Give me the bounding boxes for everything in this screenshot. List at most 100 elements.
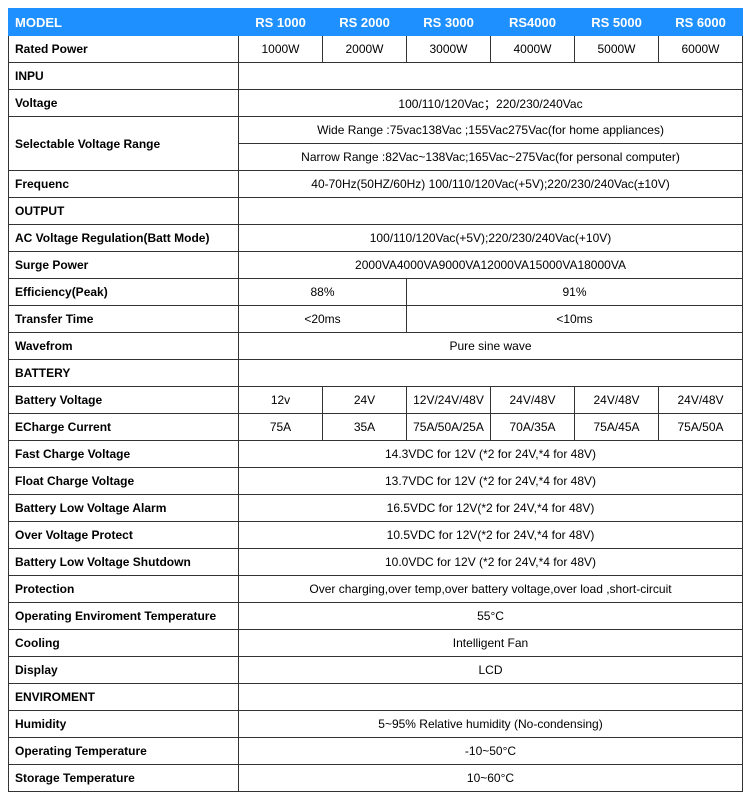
row-ac-reg: AC Voltage Regulation(Batt Mode) 100/110…: [9, 225, 743, 252]
label-fast-charge: Fast Charge Voltage: [9, 441, 239, 468]
header-model-3: RS4000: [491, 9, 575, 36]
op-temp-val: -10~50°C: [239, 738, 743, 765]
row-float-charge: Float Charge Voltage 13.7VDC for 12V (*2…: [9, 468, 743, 495]
header-model-1: RS 2000: [323, 9, 407, 36]
batt-volt-5: 24V/48V: [659, 387, 743, 414]
label-display: Display: [9, 657, 239, 684]
echarge-1: 35A: [323, 414, 407, 441]
rated-power-1: 2000W: [323, 36, 407, 63]
header-model-4: RS 5000: [575, 9, 659, 36]
row-display: Display LCD: [9, 657, 743, 684]
label-humidity: Humidity: [9, 711, 239, 738]
header-row: MODEL RS 1000 RS 2000 RS 3000 RS4000 RS …: [9, 9, 743, 36]
row-storage-temp: Storage Temperature 10~60°C: [9, 765, 743, 792]
rated-power-0: 1000W: [239, 36, 323, 63]
rated-power-4: 5000W: [575, 36, 659, 63]
label-surge: Surge Power: [9, 252, 239, 279]
label-op-env-temp: Operating Enviroment Temperature: [9, 603, 239, 630]
row-rated-power: Rated Power 1000W 2000W 3000W 4000W 5000…: [9, 36, 743, 63]
transfer-v1: <20ms: [239, 306, 407, 333]
header-model-5: RS 6000: [659, 9, 743, 36]
label-enviroment: ENVIROMENT: [9, 684, 239, 711]
label-frequenc: Frequenc: [9, 171, 239, 198]
batt-volt-2: 12V/24V/48V: [407, 387, 491, 414]
inpu-blank: [239, 63, 743, 90]
label-echarge: ECharge Current: [9, 414, 239, 441]
sel-volt-val1: Wide Range :75vac138Vac ;155Vac275Vac(fo…: [239, 117, 743, 144]
batt-volt-0: 12v: [239, 387, 323, 414]
row-low-alarm: Battery Low Voltage Alarm 16.5VDC for 12…: [9, 495, 743, 522]
echarge-2: 75A/50A/25A: [407, 414, 491, 441]
row-frequenc: Frequenc 40-70Hz(50HZ/60Hz) 100/110/120V…: [9, 171, 743, 198]
cooling-val: Intelligent Fan: [239, 630, 743, 657]
enviroment-blank: [239, 684, 743, 711]
label-low-shutdown: Battery Low Voltage Shutdown: [9, 549, 239, 576]
over-volt-val: 10.5VDC for 12V(*2 for 24V,*4 for 48V): [239, 522, 743, 549]
label-batt-volt: Battery Voltage: [9, 387, 239, 414]
protection-val: Over charging,over temp,over battery vol…: [239, 576, 743, 603]
frequenc-val: 40-70Hz(50HZ/60Hz) 100/110/120Vac(+5V);2…: [239, 171, 743, 198]
row-echarge: ECharge Current 75A 35A 75A/50A/25A 70A/…: [9, 414, 743, 441]
label-rated-power: Rated Power: [9, 36, 239, 63]
row-inpu: INPU: [9, 63, 743, 90]
label-storage-temp: Storage Temperature: [9, 765, 239, 792]
low-shutdown-val: 10.0VDC for 12V (*2 for 24V,*4 for 48V): [239, 549, 743, 576]
label-battery: BATTERY: [9, 360, 239, 387]
low-alarm-val: 16.5VDC for 12V(*2 for 24V,*4 for 48V): [239, 495, 743, 522]
row-cooling: Cooling Intelligent Fan: [9, 630, 743, 657]
rated-power-5: 6000W: [659, 36, 743, 63]
rated-power-2: 3000W: [407, 36, 491, 63]
label-over-volt: Over Voltage Protect: [9, 522, 239, 549]
batt-volt-4: 24V/48V: [575, 387, 659, 414]
label-protection: Protection: [9, 576, 239, 603]
row-humidity: Humidity 5~95% Relative humidity (No-con…: [9, 711, 743, 738]
float-charge-val: 13.7VDC for 12V (*2 for 24V,*4 for 48V): [239, 468, 743, 495]
surge-val: 2000VA4000VA9000VA12000VA15000VA18000VA: [239, 252, 743, 279]
row-low-shutdown: Battery Low Voltage Shutdown 10.0VDC for…: [9, 549, 743, 576]
voltage-val: 100/110/120Vac；220/230/240Vac: [239, 90, 743, 117]
output-blank: [239, 198, 743, 225]
echarge-5: 75A/50A: [659, 414, 743, 441]
row-battery: BATTERY: [9, 360, 743, 387]
label-transfer: Transfer Time: [9, 306, 239, 333]
row-eff: Efficiency(Peak) 88% 91%: [9, 279, 743, 306]
echarge-4: 75A/45A: [575, 414, 659, 441]
spec-table: MODEL RS 1000 RS 2000 RS 3000 RS4000 RS …: [8, 8, 743, 792]
row-surge: Surge Power 2000VA4000VA9000VA12000VA150…: [9, 252, 743, 279]
label-ac-reg: AC Voltage Regulation(Batt Mode): [9, 225, 239, 252]
row-waveform: Wavefrom Pure sine wave: [9, 333, 743, 360]
label-voltage: Voltage: [9, 90, 239, 117]
batt-volt-3: 24V/48V: [491, 387, 575, 414]
waveform-val: Pure sine wave: [239, 333, 743, 360]
fast-charge-val: 14.3VDC for 12V (*2 for 24V,*4 for 48V): [239, 441, 743, 468]
label-inpu: INPU: [9, 63, 239, 90]
row-fast-charge: Fast Charge Voltage 14.3VDC for 12V (*2 …: [9, 441, 743, 468]
sel-volt-val2: Narrow Range :82Vac~138Vac;165Vac~275Vac…: [239, 144, 743, 171]
row-voltage: Voltage 100/110/120Vac；220/230/240Vac: [9, 90, 743, 117]
ac-reg-val: 100/110/120Vac(+5V);220/230/240Vac(+10V): [239, 225, 743, 252]
battery-blank: [239, 360, 743, 387]
label-waveform: Wavefrom: [9, 333, 239, 360]
storage-temp-val: 10~60°C: [239, 765, 743, 792]
echarge-0: 75A: [239, 414, 323, 441]
display-val: LCD: [239, 657, 743, 684]
row-transfer: Transfer Time <20ms <10ms: [9, 306, 743, 333]
header-model-0: RS 1000: [239, 9, 323, 36]
header-model-label: MODEL: [9, 9, 239, 36]
label-cooling: Cooling: [9, 630, 239, 657]
row-output: OUTPUT: [9, 198, 743, 225]
echarge-3: 70A/35A: [491, 414, 575, 441]
batt-volt-1: 24V: [323, 387, 407, 414]
label-eff: Efficiency(Peak): [9, 279, 239, 306]
eff-v2: 91%: [407, 279, 743, 306]
row-batt-volt: Battery Voltage 12v 24V 12V/24V/48V 24V/…: [9, 387, 743, 414]
label-op-temp: Operating Temperature: [9, 738, 239, 765]
row-protection: Protection Over charging,over temp,over …: [9, 576, 743, 603]
rated-power-3: 4000W: [491, 36, 575, 63]
label-output: OUTPUT: [9, 198, 239, 225]
row-op-temp: Operating Temperature -10~50°C: [9, 738, 743, 765]
row-over-volt: Over Voltage Protect 10.5VDC for 12V(*2 …: [9, 522, 743, 549]
label-float-charge: Float Charge Voltage: [9, 468, 239, 495]
row-sel-volt-1: Selectable Voltage Range Wide Range :75v…: [9, 117, 743, 144]
label-low-alarm: Battery Low Voltage Alarm: [9, 495, 239, 522]
